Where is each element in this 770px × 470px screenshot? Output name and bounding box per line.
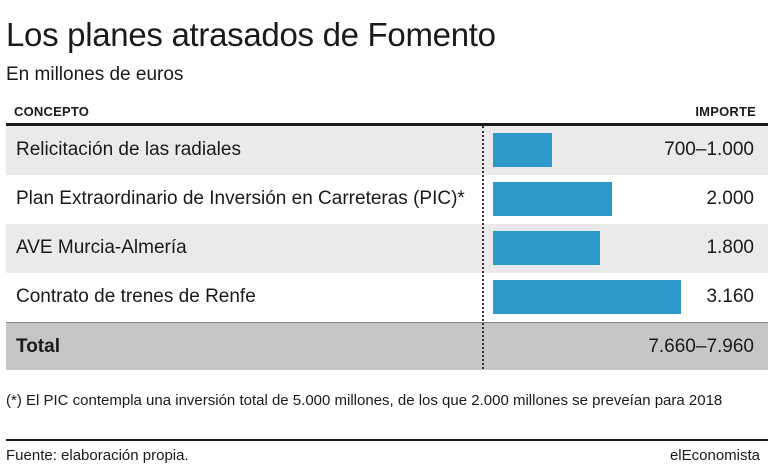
table-row: Relicitación de las radiales 700–1.000 <box>6 126 768 175</box>
bar <box>493 280 681 314</box>
bar <box>493 182 612 216</box>
table-row: Contrato de trenes de Renfe 3.160 <box>6 273 768 322</box>
header-rule <box>6 123 768 126</box>
bar <box>493 231 600 265</box>
footer-rule <box>6 439 768 441</box>
chart-subtitle: En millones de euros <box>6 64 184 85</box>
column-divider <box>482 126 484 369</box>
brand-logo: elEconomista <box>669 447 760 464</box>
category-label: Relicitación de las radiales <box>16 139 241 160</box>
footnote: (*) El PIC contempla una inversión total… <box>6 392 723 409</box>
data-label: 3.160 <box>706 286 754 307</box>
data-label: 2.000 <box>706 188 754 209</box>
total-label: Total <box>16 336 60 357</box>
total-row: Total 7.660–7.960 <box>6 322 768 370</box>
source-text: Fuente: elaboración propia. <box>6 447 189 464</box>
total-value: 7.660–7.960 <box>648 336 754 357</box>
table-row: AVE Murcia-Almería 1.800 <box>6 224 768 273</box>
chart-title: Los planes atrasados de Fomento <box>6 16 496 53</box>
column-header-concept: CONCEPTO <box>14 104 90 119</box>
category-label: Contrato de trenes de Renfe <box>16 286 256 307</box>
category-label: Plan Extraordinario de Inversión en Carr… <box>16 188 465 209</box>
data-label: 700–1.000 <box>664 139 754 160</box>
table-row: Plan Extraordinario de Inversión en Carr… <box>6 175 768 224</box>
chart-rows: Relicitación de las radiales 700–1.000 Pla… <box>6 126 768 322</box>
column-header-amount: IMPORTE <box>695 104 756 119</box>
data-label: 1.800 <box>706 237 754 258</box>
bar <box>493 133 552 167</box>
category-label: AVE Murcia-Almería <box>16 237 187 258</box>
